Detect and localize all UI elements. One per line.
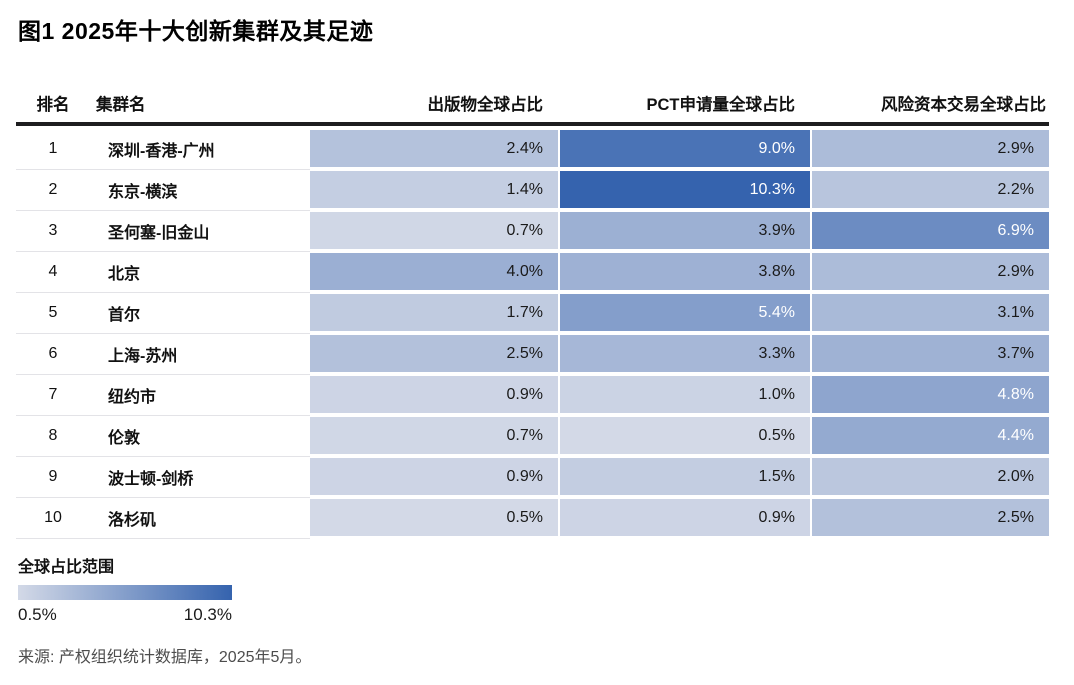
table-row: 5 首尔 1.7% 5.4% 3.1%: [16, 294, 1049, 334]
pct-share-cell: 3.8%: [558, 253, 810, 290]
cluster-name-cell: 深圳-香港-广州: [90, 130, 310, 170]
rank-column-header: 排名: [36, 96, 70, 114]
table-row: 6 上海-苏州 2.5% 3.3% 3.7%: [16, 335, 1049, 375]
rank-cell: 5: [16, 294, 90, 334]
vc-share-cell: 3.7%: [810, 335, 1049, 372]
pct-share-cell: 0.9%: [558, 499, 810, 536]
table-row: 7 纽约市 0.9% 1.0% 4.8%: [16, 376, 1049, 416]
rank-cell: 9: [16, 458, 90, 498]
publications-share-cell: 2.4%: [310, 130, 558, 167]
pct-share-cell: 1.0%: [558, 376, 810, 413]
cluster-name-cell: 上海-苏州: [90, 335, 310, 375]
publications-share-cell: 0.5%: [310, 499, 558, 536]
vc-share-cell: 6.9%: [810, 212, 1049, 249]
table-row: 9 波士顿-剑桥 0.9% 1.5% 2.0%: [16, 458, 1049, 498]
pct-share-cell: 0.5%: [558, 417, 810, 454]
legend-max-label: 10.3%: [183, 605, 232, 624]
rank-cell: 2: [16, 171, 90, 211]
vc-share-cell: 2.9%: [810, 253, 1049, 290]
table-row: 3 圣何塞-旧金山 0.7% 3.9% 6.9%: [16, 212, 1049, 252]
table-row: 1 深圳-香港-广州 2.4% 9.0% 2.9%: [16, 130, 1049, 170]
publications-share-cell: 4.0%: [310, 253, 558, 290]
publications-share-cell: 1.7%: [310, 294, 558, 331]
pct-share-cell: 10.3%: [558, 171, 810, 208]
vc-share-cell: 4.8%: [810, 376, 1049, 413]
vc-share-cell: 3.1%: [810, 294, 1049, 331]
rank-cell: 7: [16, 376, 90, 416]
pct-share-cell: 9.0%: [558, 130, 810, 167]
vc-share-cell: 2.5%: [810, 499, 1049, 536]
source-note: 来源: 产权组织统计数据库，2025年5月。: [18, 649, 312, 666]
cluster-name-cell: 北京: [90, 253, 310, 293]
rank-cell: 4: [16, 253, 90, 293]
color-scale-legend: 全球占比范围 0.5% 10.3%: [18, 553, 232, 625]
legend-ticks: 0.5% 10.3%: [18, 605, 232, 625]
publications-share-cell: 1.4%: [310, 171, 558, 208]
cluster-name-cell: 首尔: [90, 294, 310, 334]
figure-title: 图1 2025年十大创新集群及其足迹: [18, 18, 374, 44]
pct-column-header: PCT申请量全球占比: [646, 96, 796, 114]
vc-share-cell: 2.0%: [810, 458, 1049, 495]
pct-share-cell: 1.5%: [558, 458, 810, 495]
publications-share-cell: 0.7%: [310, 212, 558, 249]
rank-cell: 1: [16, 130, 90, 170]
table-header-row: 排名 集群名 出版物全球占比 PCT申请量全球占比 风险资本交易全球占比: [16, 82, 1049, 122]
publications-share-cell: 2.5%: [310, 335, 558, 372]
vc-column-header: 风险资本交易全球占比: [881, 96, 1046, 114]
table-row: 2 东京-横滨 1.4% 10.3% 2.2%: [16, 171, 1049, 211]
table-row: 10 洛杉矶 0.5% 0.9% 2.5%: [16, 499, 1049, 539]
pct-share-cell: 3.9%: [558, 212, 810, 249]
publications-share-cell: 0.7%: [310, 417, 558, 454]
cluster-name-cell: 洛杉矶: [90, 499, 310, 539]
legend-min-label: 0.5%: [18, 605, 57, 624]
publications-share-cell: 0.9%: [310, 376, 558, 413]
legend-title: 全球占比范围: [18, 559, 115, 576]
cluster-name-cell: 伦敦: [90, 417, 310, 457]
cluster-name-cell: 纽约市: [90, 376, 310, 416]
cluster-name-cell: 圣何塞-旧金山: [90, 212, 310, 252]
clusters-table: 排名 集群名 出版物全球占比 PCT申请量全球占比 风险资本交易全球占比 1 深…: [16, 82, 1049, 539]
cluster-column-header: 集群名: [96, 96, 146, 114]
publications-column-header: 出版物全球占比: [427, 96, 544, 114]
vc-share-cell: 2.9%: [810, 130, 1049, 167]
rank-cell: 6: [16, 335, 90, 375]
pct-share-cell: 5.4%: [558, 294, 810, 331]
cluster-name-cell: 东京-横滨: [90, 171, 310, 211]
rank-cell: 8: [16, 417, 90, 457]
rank-cell: 10: [16, 499, 90, 539]
rank-cell: 3: [16, 212, 90, 252]
vc-share-cell: 2.2%: [810, 171, 1049, 208]
header-divider-rule: [16, 122, 1049, 126]
table-row: 8 伦敦 0.7% 0.5% 4.4%: [16, 417, 1049, 457]
cluster-name-cell: 波士顿-剑桥: [90, 458, 310, 498]
table-row: 4 北京 4.0% 3.8% 2.9%: [16, 253, 1049, 293]
pct-share-cell: 3.3%: [558, 335, 810, 372]
vc-share-cell: 4.4%: [810, 417, 1049, 454]
publications-share-cell: 0.9%: [310, 458, 558, 495]
legend-gradient-bar: [18, 585, 232, 600]
